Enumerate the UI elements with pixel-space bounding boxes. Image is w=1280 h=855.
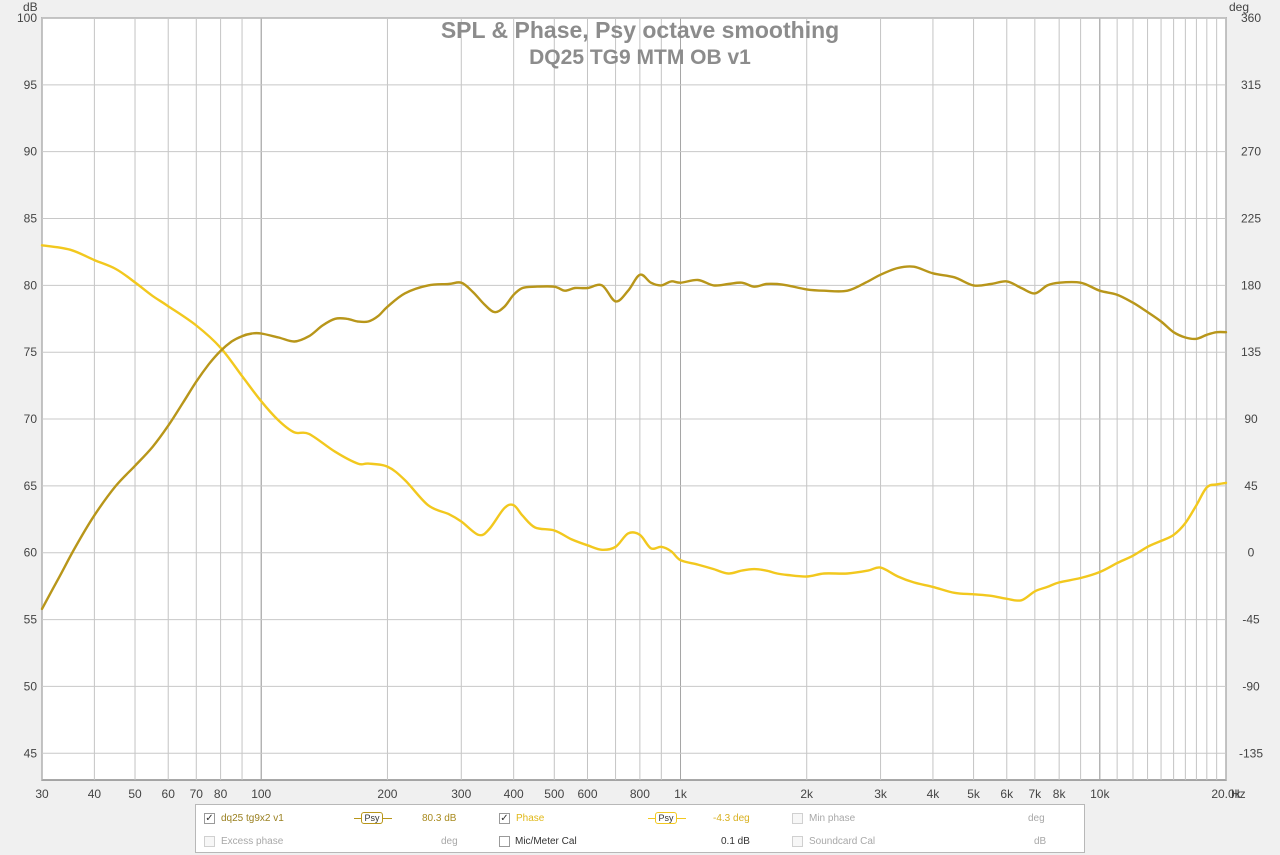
legend-row-2: Excess phase deg Mic/Meter Cal 0.1 dB So… bbox=[196, 831, 1084, 853]
x-axis-ticks: 30 40 50 60 70 80 100 200 300 400 500 600 800 1k 2k 3k 4… bbox=[35, 787, 1241, 801]
mic-meter-cal-value: 0.1 dB bbox=[721, 836, 750, 847]
x-tick-label: 500 bbox=[544, 787, 564, 801]
x-tick-label: 60 bbox=[162, 787, 176, 801]
y-right-tick-label: 225 bbox=[1241, 212, 1261, 226]
x-tick-label: 50 bbox=[128, 787, 142, 801]
x-tick-label: 70 bbox=[190, 787, 204, 801]
x-tick-label: 20.0k bbox=[1211, 787, 1241, 801]
y-left-tick-label: 95 bbox=[24, 78, 38, 92]
x-tick-label: 3k bbox=[874, 787, 888, 801]
x-unit: Hz bbox=[1231, 787, 1246, 801]
y-left-tick-label: 90 bbox=[24, 145, 38, 159]
spl-checkbox[interactable]: ✓ bbox=[204, 813, 215, 824]
x-tick-label: 40 bbox=[88, 787, 102, 801]
spl-phase-chart: 30 40 50 60 70 80 100 200 300 400 500 600 800 1k 2k 3k 4… bbox=[17, 0, 1263, 801]
x-tick-label: 2k bbox=[800, 787, 814, 801]
min-phase-checkbox[interactable] bbox=[792, 813, 803, 824]
phase-smoothing-button[interactable]: Psy bbox=[648, 812, 686, 824]
y-left-tick-label: 80 bbox=[24, 278, 38, 292]
x-tick-label: 80 bbox=[214, 787, 228, 801]
y-left-tick-label: 60 bbox=[24, 546, 38, 560]
legend-row-1: ✓ dq25 tg9x2 v1 Psy 80.3 dB ✓ Phase Psy … bbox=[196, 808, 1084, 830]
y-left-tick-label: 65 bbox=[24, 479, 38, 493]
x-tick-label: 10k bbox=[1090, 787, 1110, 801]
min-phase-label: Min phase bbox=[809, 813, 856, 824]
spl-smoothing-label: Psy bbox=[361, 812, 383, 824]
soundcard-cal-checkbox[interactable] bbox=[792, 836, 803, 847]
chart-subtitle: DQ25 TG9 MTM OB v1 bbox=[529, 46, 751, 69]
min-phase-unit: deg bbox=[1028, 813, 1045, 824]
y-right-tick-label: -135 bbox=[1239, 746, 1263, 760]
x-tick-label: 600 bbox=[577, 787, 597, 801]
soundcard-cal-unit: dB bbox=[1034, 836, 1047, 847]
y-right-tick-label: 360 bbox=[1241, 11, 1261, 25]
x-tick-label: 7k bbox=[1028, 787, 1042, 801]
x-tick-label: 800 bbox=[630, 787, 650, 801]
y-left-tick-label: 85 bbox=[24, 212, 38, 226]
x-tick-label: 400 bbox=[504, 787, 524, 801]
y-right-tick-label: -90 bbox=[1242, 679, 1260, 693]
y-right-axis-ticks: 360 315 270 225 180 135 90 45 0 -45 -90 -135 bbox=[1239, 11, 1263, 760]
excess-phase-unit: deg bbox=[441, 836, 458, 847]
x-tick-label: 4k bbox=[927, 787, 941, 801]
x-tick-label: 6k bbox=[1000, 787, 1014, 801]
y-right-tick-label: 135 bbox=[1241, 345, 1261, 359]
y-right-tick-label: 315 bbox=[1241, 78, 1261, 92]
y-right-tick-label: -45 bbox=[1242, 613, 1260, 627]
y-left-tick-label: 70 bbox=[24, 412, 38, 426]
x-tick-label: 100 bbox=[251, 787, 271, 801]
y-right-tick-label: 45 bbox=[1244, 479, 1258, 493]
spl-series-label: dq25 tg9x2 v1 bbox=[221, 813, 284, 824]
y-left-tick-label: 50 bbox=[24, 679, 38, 693]
y-left-tick-label: 75 bbox=[24, 345, 38, 359]
phase-smoothing-label: Psy bbox=[655, 812, 677, 824]
spl-cursor-value: 80.3 dB bbox=[422, 813, 457, 824]
x-tick-label: 5k bbox=[967, 787, 981, 801]
y-right-tick-label: 270 bbox=[1241, 145, 1261, 159]
x-tick-label: 200 bbox=[377, 787, 397, 801]
excess-phase-label: Excess phase bbox=[221, 836, 284, 847]
phase-checkbox[interactable]: ✓ bbox=[499, 813, 510, 824]
mic-meter-cal-label: Mic/Meter Cal bbox=[515, 836, 577, 847]
y-left-unit: dB bbox=[23, 0, 38, 14]
y-right-tick-label: 0 bbox=[1248, 546, 1255, 560]
phase-series-line bbox=[40, 244, 1228, 602]
plot-background bbox=[41, 17, 1227, 781]
y-right-tick-label: 180 bbox=[1241, 278, 1261, 292]
x-tick-label: 300 bbox=[451, 787, 471, 801]
spl-smoothing-button[interactable]: Psy bbox=[354, 812, 392, 824]
grid-lines bbox=[41, 17, 1227, 780]
y-right-tick-label: 90 bbox=[1244, 412, 1258, 426]
y-left-tick-label: 100 bbox=[17, 11, 37, 25]
phase-cursor-value: -4.3 deg bbox=[713, 813, 750, 824]
spl-series-line bbox=[40, 265, 1228, 611]
phase-series-label: Phase bbox=[516, 813, 545, 824]
soundcard-cal-label: Soundcard Cal bbox=[809, 836, 876, 847]
y-left-axis-ticks: 100 95 90 85 80 75 70 65 60 55 50 45 bbox=[17, 11, 37, 760]
series-lines bbox=[40, 244, 1228, 611]
x-tick-label: 8k bbox=[1053, 787, 1067, 801]
excess-phase-checkbox[interactable] bbox=[204, 836, 215, 847]
legend-panel: ✓ dq25 tg9x2 v1 Psy 80.3 dB ✓ Phase Psy … bbox=[195, 804, 1085, 853]
chart-title: SPL & Phase, Psy octave smoothing bbox=[441, 17, 839, 43]
y-right-unit: deg bbox=[1229, 0, 1249, 14]
y-left-tick-label: 45 bbox=[24, 746, 38, 760]
x-tick-label: 1k bbox=[674, 787, 688, 801]
y-left-tick-label: 55 bbox=[24, 613, 38, 627]
x-tick-label: 30 bbox=[35, 787, 49, 801]
mic-meter-cal-checkbox[interactable] bbox=[499, 836, 510, 847]
